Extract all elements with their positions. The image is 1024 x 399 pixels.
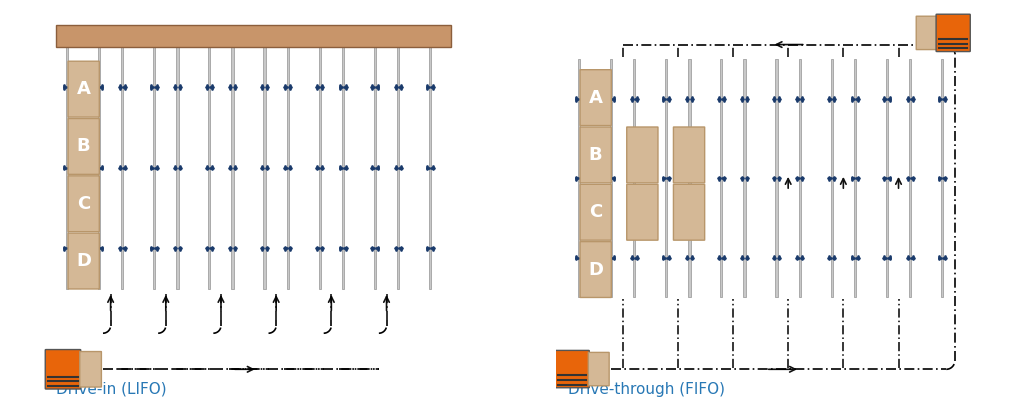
- Bar: [153, 47, 156, 288]
- Text: D: D: [588, 261, 603, 279]
- Bar: [775, 59, 777, 297]
- Bar: [665, 59, 668, 297]
- Bar: [56, 26, 452, 47]
- Bar: [231, 47, 233, 288]
- Bar: [97, 47, 100, 288]
- Bar: [121, 47, 124, 288]
- FancyBboxPatch shape: [916, 16, 937, 49]
- FancyBboxPatch shape: [674, 127, 705, 183]
- Bar: [941, 59, 943, 297]
- FancyBboxPatch shape: [555, 350, 589, 388]
- FancyBboxPatch shape: [68, 176, 99, 232]
- Bar: [720, 59, 723, 297]
- Text: Drive-through (FIFO): Drive-through (FIFO): [568, 382, 725, 397]
- Bar: [318, 47, 321, 288]
- Bar: [374, 47, 376, 288]
- FancyBboxPatch shape: [580, 70, 611, 126]
- FancyBboxPatch shape: [627, 184, 658, 240]
- Bar: [429, 47, 431, 288]
- FancyBboxPatch shape: [580, 242, 611, 298]
- Text: D: D: [76, 252, 91, 270]
- FancyBboxPatch shape: [589, 352, 609, 386]
- FancyBboxPatch shape: [627, 127, 658, 183]
- Text: Drive-in (LIFO): Drive-in (LIFO): [56, 382, 167, 397]
- Bar: [633, 59, 636, 297]
- Bar: [830, 59, 833, 297]
- Bar: [688, 59, 690, 297]
- FancyBboxPatch shape: [68, 61, 99, 117]
- FancyBboxPatch shape: [580, 184, 611, 240]
- Bar: [886, 59, 888, 297]
- Bar: [743, 59, 745, 297]
- Bar: [854, 59, 856, 297]
- Bar: [176, 47, 178, 288]
- Text: A: A: [77, 80, 90, 98]
- Bar: [397, 47, 399, 288]
- FancyBboxPatch shape: [674, 184, 705, 240]
- Text: B: B: [77, 137, 90, 156]
- FancyBboxPatch shape: [68, 119, 99, 174]
- Bar: [799, 59, 801, 297]
- Bar: [66, 47, 69, 288]
- Text: C: C: [589, 203, 602, 221]
- Bar: [609, 59, 612, 297]
- Text: C: C: [77, 195, 90, 213]
- Text: A: A: [589, 89, 602, 107]
- FancyBboxPatch shape: [80, 352, 101, 387]
- FancyBboxPatch shape: [580, 127, 611, 183]
- FancyBboxPatch shape: [936, 14, 971, 51]
- Bar: [263, 47, 265, 288]
- Bar: [578, 59, 581, 297]
- Bar: [208, 47, 211, 288]
- Bar: [909, 59, 911, 297]
- Bar: [342, 47, 344, 288]
- FancyBboxPatch shape: [45, 350, 81, 389]
- Bar: [287, 47, 289, 288]
- Text: B: B: [589, 146, 602, 164]
- FancyBboxPatch shape: [68, 233, 99, 289]
